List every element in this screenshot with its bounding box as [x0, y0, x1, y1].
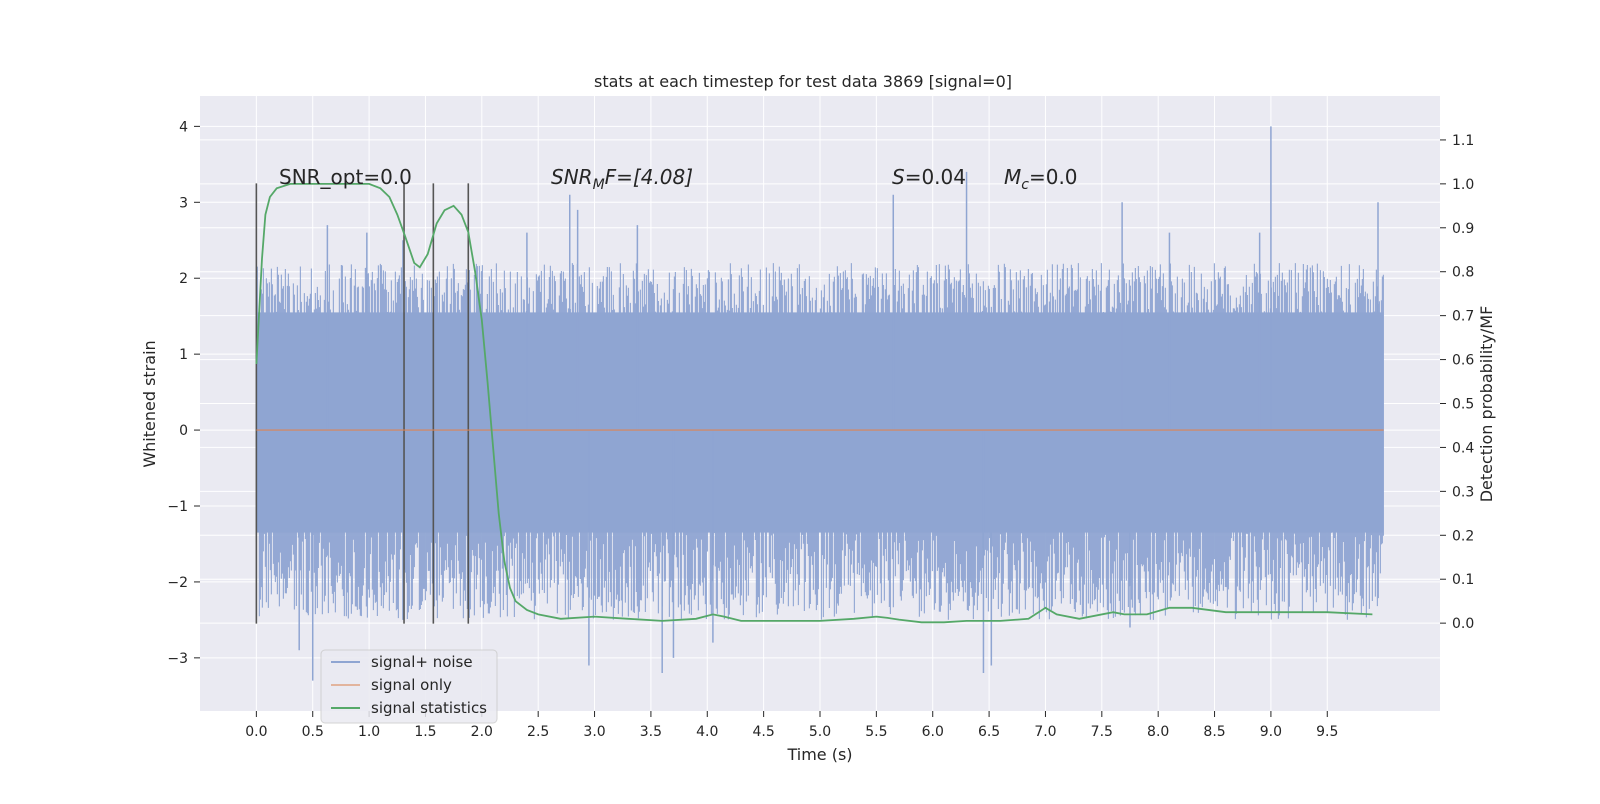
signal-statistics-line	[255, 182, 1373, 624]
x-tick-label: 9.5	[1316, 724, 1338, 740]
y-right-tick-label: 0.2	[1452, 528, 1474, 544]
y-axis-label: Whitened strain	[140, 340, 159, 467]
y-right-tick-label: 0.4	[1452, 440, 1474, 456]
vertical-markers	[255, 183, 470, 624]
x-tick-label: 8.0	[1147, 724, 1169, 740]
x-tick-label: 0.5	[302, 724, 324, 740]
legend-label-statistics: signal statistics	[371, 699, 487, 717]
x-tick-label: 8.5	[1203, 724, 1225, 740]
chart-title: stats at each timestep for test data 386…	[594, 72, 1012, 91]
y-tick-label: −1	[167, 499, 188, 515]
y-tick-label: 2	[179, 271, 188, 287]
x-tick-label: 1.5	[414, 724, 436, 740]
y-tick-label: 1	[179, 347, 188, 363]
x-tick-label: 4.0	[696, 724, 718, 740]
x-tick-label: 2.5	[527, 724, 549, 740]
y-right-tick-label: 0.9	[1452, 221, 1474, 237]
annotation-snr-mf: SNRMF=[4.08]	[551, 165, 693, 193]
y-tick-label: 0	[179, 423, 188, 439]
annotation-snr-mf-tail: F=[4.08]	[605, 165, 693, 189]
y-right-tick-label: 1.1	[1452, 133, 1474, 149]
annotation-mc-symbol: M	[1004, 165, 1021, 189]
y-right-tick-label: 0.0	[1452, 616, 1474, 632]
annotation-mc-sub: c	[1021, 177, 1029, 193]
x-tick-label: 7.5	[1091, 724, 1113, 740]
y-right-tick-label: 0.3	[1452, 484, 1474, 500]
x-tick-label: 6.0	[922, 724, 944, 740]
y-right-tick-label: 0.1	[1452, 572, 1474, 588]
x-tick-label: 0.0	[245, 724, 267, 740]
annotation-snr-mf-sub: M	[593, 177, 605, 193]
x-tick-label: 4.5	[753, 724, 775, 740]
x-tick-label: 7.0	[1034, 724, 1056, 740]
annotation-mc: Mc=0.0	[1004, 165, 1078, 193]
y-tick-label: 3	[179, 195, 188, 211]
x-tick-label: 5.5	[865, 724, 887, 740]
y-right-tick-label: 0.6	[1452, 353, 1474, 369]
annotation-snr-mf-base: SNR	[551, 165, 593, 189]
x-ticks: 0.0 0.5 1.0 1.5 2.0 2.5 3.0 3.5 4.0 4.5 5.0 5.5 6.0 6…	[245, 711, 1338, 740]
x-tick-label: 1.0	[358, 724, 380, 740]
y-right-tick-label: 1.0	[1452, 177, 1474, 193]
y-ticks-left: 4 3 2 1 0 −1 −2 −3	[167, 119, 200, 667]
noise-core-band	[256, 312, 1384, 533]
y-axis-label-right: Detection probability/MF	[1477, 306, 1496, 503]
annotation-s-symbol: S	[892, 165, 905, 189]
x-tick-label: 3.0	[583, 724, 605, 740]
y-right-tick-label: 0.7	[1452, 309, 1474, 325]
x-tick-label: 5.0	[809, 724, 831, 740]
x-tick-label: 2.0	[471, 724, 493, 740]
y-ticks-right: 1.1 1.0 0.9 0.8 0.7 0.6 0.5 0.4 0.3 0.2 0.1 0.0	[1440, 133, 1474, 632]
legend-label-noise: signal+ noise	[371, 653, 473, 671]
annotation-mc-value: =0.0	[1029, 165, 1078, 189]
y-tick-label: 4	[179, 119, 188, 135]
y-tick-label: −3	[167, 651, 188, 667]
noise-series	[255, 126, 1384, 681]
legend-label-signal: signal only	[371, 676, 452, 694]
legend-box	[320, 649, 498, 724]
annotation-snr-opt: SNR_opt=0.0	[279, 165, 412, 189]
y-right-tick-label: 0.5	[1452, 397, 1474, 413]
x-tick-label: 6.5	[978, 724, 1000, 740]
x-tick-label: 9.0	[1260, 724, 1282, 740]
x-tick-label: 3.5	[640, 724, 662, 740]
x-axis-label: Time (s)	[786, 745, 852, 764]
annotation-s-value: =0.04	[905, 165, 966, 189]
legend: signal+ noise signal only signal statist…	[320, 649, 498, 724]
y-right-tick-label: 0.8	[1452, 265, 1474, 281]
y-tick-label: −2	[167, 575, 188, 591]
annotation-s: S=0.04	[892, 165, 966, 189]
